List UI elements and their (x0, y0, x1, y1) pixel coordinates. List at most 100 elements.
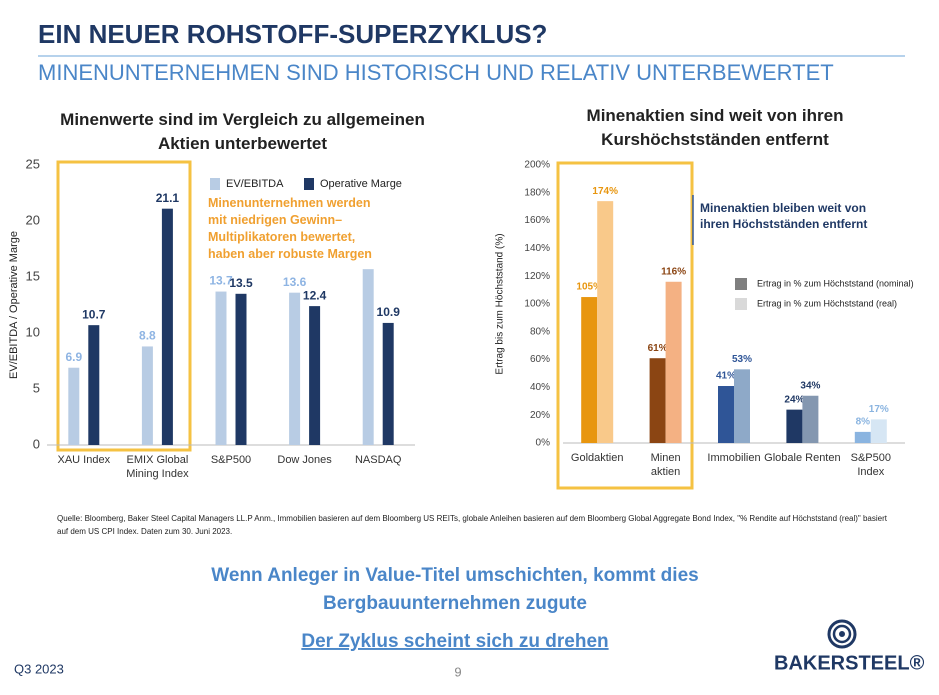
value-label: 13.5 (229, 276, 253, 290)
x-tick-label-box: Globale Renten (764, 452, 841, 464)
x-tick-label: Globale Renten (764, 452, 841, 464)
bar (854, 431, 871, 443)
x-tick-label: NASDAQ (354, 454, 402, 466)
legend-label: Operative Marge (320, 178, 402, 190)
bar (68, 367, 80, 445)
bar (215, 291, 227, 445)
message-line: Wenn Anleger in Value-Titel umschichten,… (211, 565, 698, 586)
bar (734, 369, 750, 443)
value-label: 41% (716, 371, 736, 382)
bar (665, 281, 682, 443)
y-tick-label: 120% (524, 271, 550, 282)
value-label: 21.1 (156, 191, 180, 205)
y-tick-label: 180% (524, 187, 550, 198)
page-number: 9 (454, 664, 461, 679)
x-tick-label: EMIX Global Mining Index (126, 454, 189, 480)
x-tick-label: XAU Index (57, 454, 111, 466)
y-tick-label: 40% (530, 382, 550, 393)
highlight-box (56, 160, 192, 452)
value-label: 105% (576, 282, 602, 293)
value-label: 12.4 (303, 288, 327, 302)
value-label: 13.7 (209, 274, 233, 288)
message-line: Bergbauunternehmen zugute (323, 593, 587, 614)
value-label: 8.8 (139, 329, 156, 343)
x-tick-label-box: S&P500 Index (850, 452, 891, 478)
annotation-box: Minenaktien bleiben weit von ihren Höchs… (700, 201, 867, 231)
annotation-box: Minenunternehmen werden mit niedrigen Ge… (208, 196, 372, 261)
y-tick-label: 60% (530, 354, 550, 365)
link[interactable]: Der Zyklus scheint sich zu drehen (301, 631, 608, 652)
y-tick-label: 140% (524, 243, 550, 254)
bar (289, 292, 301, 445)
y-tick-label: 25 (26, 156, 40, 171)
legend-label: EV/EBITDA (226, 178, 284, 190)
x-tick-label-box: Immobilien (707, 452, 761, 464)
y-tick-label: 5 (33, 380, 40, 395)
legend-swatch (210, 178, 220, 190)
legend-label: Ertrag in % zum Höchststand (real) (757, 298, 897, 308)
y-tick-label: 20 (26, 212, 40, 227)
value-label: 174% (592, 186, 618, 197)
chart-title: Minenwerte sind im Vergleich zu allgemei… (60, 110, 425, 153)
value-label: 116% (661, 266, 686, 277)
y-axis-label: EV/EBITDA / Operative Marge (8, 231, 20, 379)
bar (718, 386, 734, 443)
chart-title-box: Minenwerte sind im Vergleich zu allgemei… (60, 110, 425, 153)
annotation: Minenunternehmen werden mit niedrigen Ge… (208, 196, 372, 261)
bar (786, 409, 803, 443)
y-tick-label: 160% (524, 215, 550, 226)
bar (88, 325, 100, 445)
bar (870, 419, 887, 443)
y-axis-label: Ertrag bis zum Höchststand (%) (495, 233, 506, 374)
bar (235, 293, 247, 445)
y-tick-label: 80% (530, 326, 550, 337)
x-tick-label-box: Goldaktien (571, 452, 624, 464)
legend-swatch (735, 278, 747, 290)
y-tick-label: 10 (26, 324, 40, 339)
x-tick-label: Dow Jones (277, 454, 332, 466)
y-tick-label: 20% (530, 410, 550, 421)
x-tick-label-box: NASDAQ (354, 454, 402, 466)
chart-title: Minenaktien sind weit von ihren Kurshöch… (586, 106, 844, 149)
slide-subtitle: MINENUNTERNEHMEN SIND HISTORISCH UND REL… (38, 60, 834, 85)
bar (649, 358, 666, 443)
chart-title-box: Minenaktien sind weit von ihren Kurshöch… (586, 106, 844, 149)
x-tick-label: S&P500 Index (850, 452, 891, 478)
logo (827, 619, 857, 649)
bar (597, 201, 614, 443)
value-label: 8% (856, 417, 871, 428)
source-note: Quelle: Bloomberg, Baker Steel Capital M… (57, 514, 887, 536)
bar (581, 297, 598, 443)
bar (382, 322, 394, 445)
legend-label: Ertrag in % zum Höchststand (nominal) (757, 278, 914, 288)
value-label: 10.9 (377, 305, 401, 319)
x-tick-label: Minen aktien (650, 452, 681, 478)
y-tick-label: 15 (26, 268, 40, 283)
value-label: 34% (800, 380, 820, 391)
bar (362, 269, 374, 445)
y-tick-label: 200% (524, 160, 550, 171)
quarter: Q3 2023 (14, 661, 64, 676)
bar (802, 395, 819, 443)
value-label: 61% (648, 343, 668, 354)
value-label: 6.9 (65, 350, 82, 364)
y-tick-label: 0 (33, 436, 40, 451)
legend-swatch (304, 178, 314, 190)
slide-title: EIN NEUER ROHSTOFF-SUPERZYKLUS? (38, 19, 547, 49)
x-tick-label-box: Dow Jones (277, 454, 332, 466)
y-tick-label: 0% (536, 438, 551, 449)
y-tick-label: 100% (524, 299, 550, 310)
x-tick-label-box: EMIX Global Mining Index (126, 454, 189, 480)
value-label: 24% (784, 394, 804, 405)
bar (309, 306, 321, 445)
value-label: 53% (732, 354, 752, 365)
x-tick-label-box: XAU Index (57, 454, 111, 466)
x-tick-label-box: S&P500 (210, 454, 252, 466)
x-tick-label-box: Minen aktien (650, 452, 681, 478)
bar (141, 346, 153, 445)
bar (161, 208, 173, 445)
x-tick-label: S&P500 (210, 454, 252, 466)
x-tick-label: Immobilien (707, 452, 761, 464)
